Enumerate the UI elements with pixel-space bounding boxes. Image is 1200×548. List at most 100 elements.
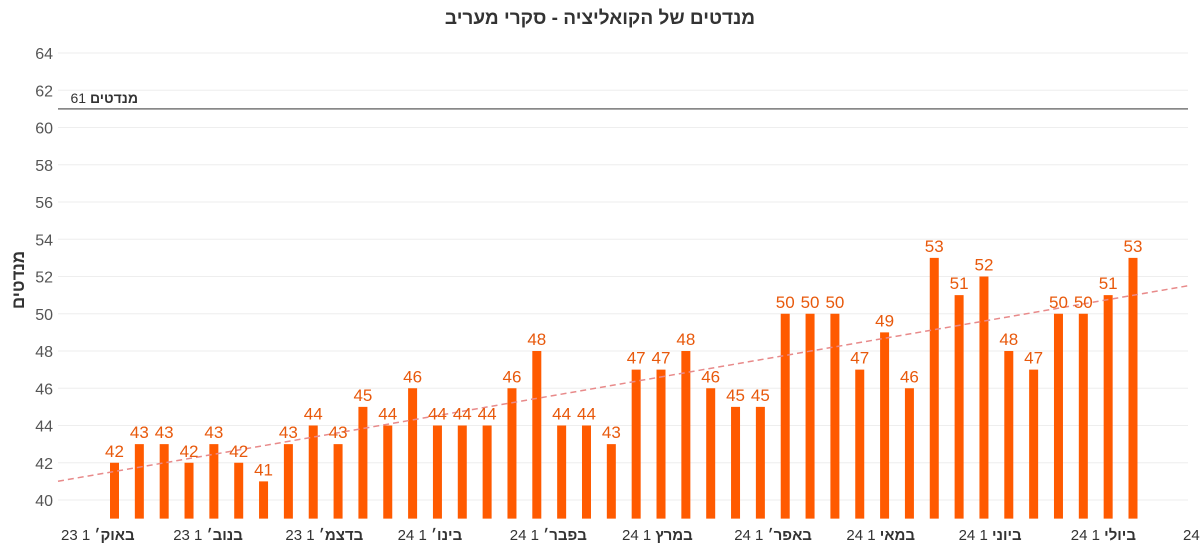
y-tick-label: 58 — [35, 158, 53, 175]
y-tick-label: 64 — [35, 46, 53, 63]
x-axis-ticks: 23 באוק׳ 1 23 בנוב׳ 1 23 בדצמ׳ 1 24 בינו׳ 1… — [61, 527, 1200, 544]
bar-value-label: 50 — [825, 293, 844, 312]
x-tick-day: 1 — [755, 527, 768, 544]
bar — [606, 444, 616, 519]
x-tick-year: 24 — [1183, 527, 1200, 544]
bar-value-label: 51 — [1099, 274, 1118, 293]
x-tick-label: 23 בדצמ׳ 1 — [285, 527, 363, 544]
bar — [234, 462, 244, 519]
x-tick-day: 1 — [418, 527, 431, 544]
bar — [1029, 369, 1039, 519]
bar-value-label: 42 — [105, 442, 124, 461]
y-axis-ticks: 40 42 44 46 48 50 52 54 56 58 60 62 64 — [35, 46, 53, 510]
y-tick-label: 56 — [35, 195, 53, 212]
bar — [706, 388, 716, 519]
bar-value-label: 47 — [627, 349, 646, 368]
bar — [383, 425, 393, 519]
bar-value-label: 44 — [478, 405, 497, 424]
bar — [482, 425, 492, 519]
bar — [904, 388, 914, 519]
bar — [358, 406, 368, 519]
y-tick-label: 42 — [35, 456, 53, 473]
x-tick-label: 24 במאי 1 — [846, 527, 915, 544]
bar — [259, 481, 269, 519]
bar-value-label: 43 — [602, 423, 621, 442]
bar-value-label: 46 — [900, 367, 919, 386]
bar-value-label: 43 — [130, 423, 149, 442]
grid-lines — [58, 52, 1188, 501]
y-axis-label-group: מנדטים — [9, 251, 28, 309]
x-tick-day: 1 — [531, 527, 544, 544]
x-tick-day: 1 — [1092, 527, 1105, 544]
x-tick-day: 1 — [867, 527, 880, 544]
bar-value-label: 44 — [428, 405, 447, 424]
bar — [308, 425, 318, 519]
x-tick-label: 24 באוג׳ 1 — [1183, 527, 1200, 544]
bar-value-label: 46 — [503, 367, 522, 386]
bar-value-label: 46 — [403, 367, 422, 386]
x-tick-day: 1 — [979, 527, 992, 544]
x-tick-year: 24 — [1071, 527, 1092, 544]
y-tick-label: 52 — [35, 270, 53, 287]
trendline — [57, 285, 1189, 482]
bar-value-label: 45 — [726, 386, 745, 405]
bar — [557, 425, 567, 519]
bar-value-label: 47 — [652, 349, 671, 368]
bar-value-label: 45 — [751, 386, 770, 405]
x-tick-label: 24 במרץ 1 — [622, 527, 693, 544]
reference-line-number: 61 — [71, 90, 90, 106]
bar-value-label: 44 — [378, 405, 397, 424]
x-tick-day: 1 — [306, 527, 319, 544]
bar-value-label: 47 — [850, 349, 869, 368]
bar-value-label: 47 — [1024, 349, 1043, 368]
x-tick-year: 23 — [61, 527, 82, 544]
bar — [1053, 313, 1063, 519]
x-tick-day: 1 — [643, 527, 656, 544]
y-tick-label: 50 — [35, 307, 53, 324]
trendline-group — [57, 285, 1189, 482]
bar-value-label: 42 — [229, 442, 248, 461]
x-tick-month: באוק׳ — [94, 527, 135, 544]
x-tick-month: באפר׳ — [768, 527, 813, 544]
y-tick-label: 54 — [35, 232, 53, 249]
bar — [283, 444, 293, 519]
bar — [110, 462, 119, 519]
bar — [656, 369, 666, 519]
x-tick-month: ביולי — [1104, 527, 1136, 544]
bar-value-label: 53 — [925, 237, 944, 256]
bar — [159, 444, 169, 519]
bar-value-label: 45 — [353, 386, 372, 405]
bar-value-label: 43 — [279, 423, 298, 442]
reference-line-label: 61 מנדטים — [71, 90, 138, 106]
x-tick-month: במאי — [880, 527, 916, 544]
bar-value-labels: 42 43 43 42 43 42 41 43 44 43 45 44 46 44 44 44 46 48 44 44… — [105, 237, 1142, 480]
x-tick-day: 1 — [194, 527, 207, 544]
bar-value-label: 46 — [701, 367, 720, 386]
x-tick-year: 24 — [398, 527, 419, 544]
y-tick-label: 62 — [35, 83, 53, 100]
x-tick-year: 23 — [173, 527, 194, 544]
x-tick-month: ביוני — [992, 527, 1022, 544]
bar — [1103, 295, 1113, 519]
reference-line-unit: מנדטים — [90, 90, 138, 106]
bar — [184, 462, 194, 519]
bar — [979, 276, 989, 519]
bar — [408, 388, 418, 519]
x-tick-year: 24 — [510, 527, 531, 544]
x-tick-month: במרץ — [655, 527, 693, 544]
bar-value-label: 44 — [552, 405, 571, 424]
x-tick-day: 1 — [82, 527, 95, 544]
x-tick-label: 24 ביולי 1 — [1071, 527, 1137, 544]
bar-value-label: 48 — [999, 330, 1018, 349]
x-tick-month: בפבר׳ — [543, 527, 587, 544]
bar — [581, 425, 591, 519]
bar-value-label: 50 — [1074, 293, 1093, 312]
bar — [457, 425, 467, 519]
bar-value-label: 44 — [453, 405, 472, 424]
x-tick-label: 23 בנוב׳ 1 — [173, 527, 243, 544]
bar — [855, 369, 865, 519]
bar-value-label: 41 — [254, 460, 273, 479]
y-tick-label: 40 — [35, 493, 53, 510]
bar-value-label: 48 — [527, 330, 546, 349]
y-tick-label: 60 — [35, 121, 53, 138]
